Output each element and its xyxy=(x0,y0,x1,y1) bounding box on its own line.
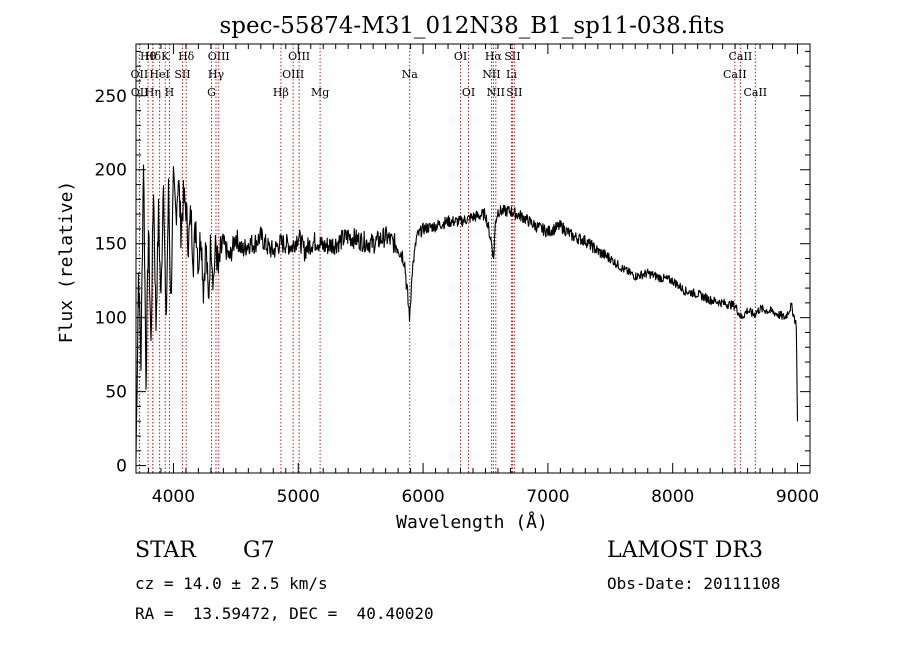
y-tick-label: 200 xyxy=(95,161,127,181)
line-marker-label: CaII xyxy=(729,50,753,63)
line-marker-label: Hγ xyxy=(208,68,225,81)
line-marker-label: Hδ xyxy=(178,50,195,63)
x-tick-label: 8000 xyxy=(651,487,694,507)
line-marker-label: G xyxy=(207,86,216,99)
line-marker-label: OII xyxy=(131,68,149,81)
line-marker-label: CaII xyxy=(743,86,767,99)
line-marker-label: Hθ xyxy=(140,50,157,63)
observation-date: Obs-Date: 20111108 xyxy=(607,574,781,593)
coordinates: RA = 13.59472, DEC = 40.40020 xyxy=(135,604,434,623)
line-marker-label: OI xyxy=(462,86,475,99)
line-marker-label: OIII xyxy=(282,68,304,81)
object-subclass: G7 xyxy=(243,538,275,563)
line-marker-label: Mg xyxy=(311,86,329,99)
x-tick-label: 7000 xyxy=(526,487,569,507)
line-marker-label: SII xyxy=(174,68,190,81)
line-marker-label: Hα xyxy=(485,50,503,63)
y-tick-label: 150 xyxy=(95,235,127,255)
flux-series-line xyxy=(135,164,799,459)
line-marker-label: K xyxy=(161,50,170,63)
line-marker-label: Hδ xyxy=(145,50,162,63)
chart-title: spec-55874-M31_012N38_B1_sp11-038.fits xyxy=(219,13,724,39)
x-tick-label: 5000 xyxy=(277,487,320,507)
x-tick-label: 6000 xyxy=(401,487,444,507)
line-marker-label: NII xyxy=(487,86,505,99)
line-marker-label: SII xyxy=(504,50,520,63)
object-class: STAR xyxy=(135,538,196,563)
x-axis-label: Wavelength (Å) xyxy=(396,511,548,533)
line-marker-label: Hβ xyxy=(273,86,289,99)
survey-name: LAMOST DR3 xyxy=(607,538,763,563)
y-tick-label: 0 xyxy=(116,457,127,477)
line-marker-label: NII xyxy=(482,68,500,81)
line-marker-label: Na xyxy=(402,68,419,81)
line-marker-label: SII xyxy=(506,86,522,99)
y-axis: 0 50 100 150 200 250 xyxy=(95,50,810,477)
line-marker-label: HeI xyxy=(149,68,169,81)
line-marker-label: OI xyxy=(454,50,467,63)
redshift-cz: cz = 14.0 ± 2.5 km/s xyxy=(135,574,328,593)
y-tick-label: 50 xyxy=(105,383,127,403)
line-marker-label: Hη xyxy=(145,86,161,99)
y-axis-label: Flux (relative) xyxy=(56,181,77,344)
line-marker-label: CaII xyxy=(723,68,747,81)
x-tick-label: 4000 xyxy=(152,487,195,507)
x-tick-label: 9000 xyxy=(776,487,819,507)
x-axis: 4000 5000 6000 7000 8000 9000 xyxy=(147,44,819,507)
line-marker-label: Li xyxy=(506,68,517,81)
plot-frame xyxy=(135,43,811,474)
line-marker-label: H xyxy=(165,86,175,99)
y-tick-label: 100 xyxy=(95,309,127,329)
line-marker-label: OIII xyxy=(208,50,230,63)
y-tick-label: 250 xyxy=(95,87,127,107)
line-marker-label: OIII xyxy=(288,50,310,63)
